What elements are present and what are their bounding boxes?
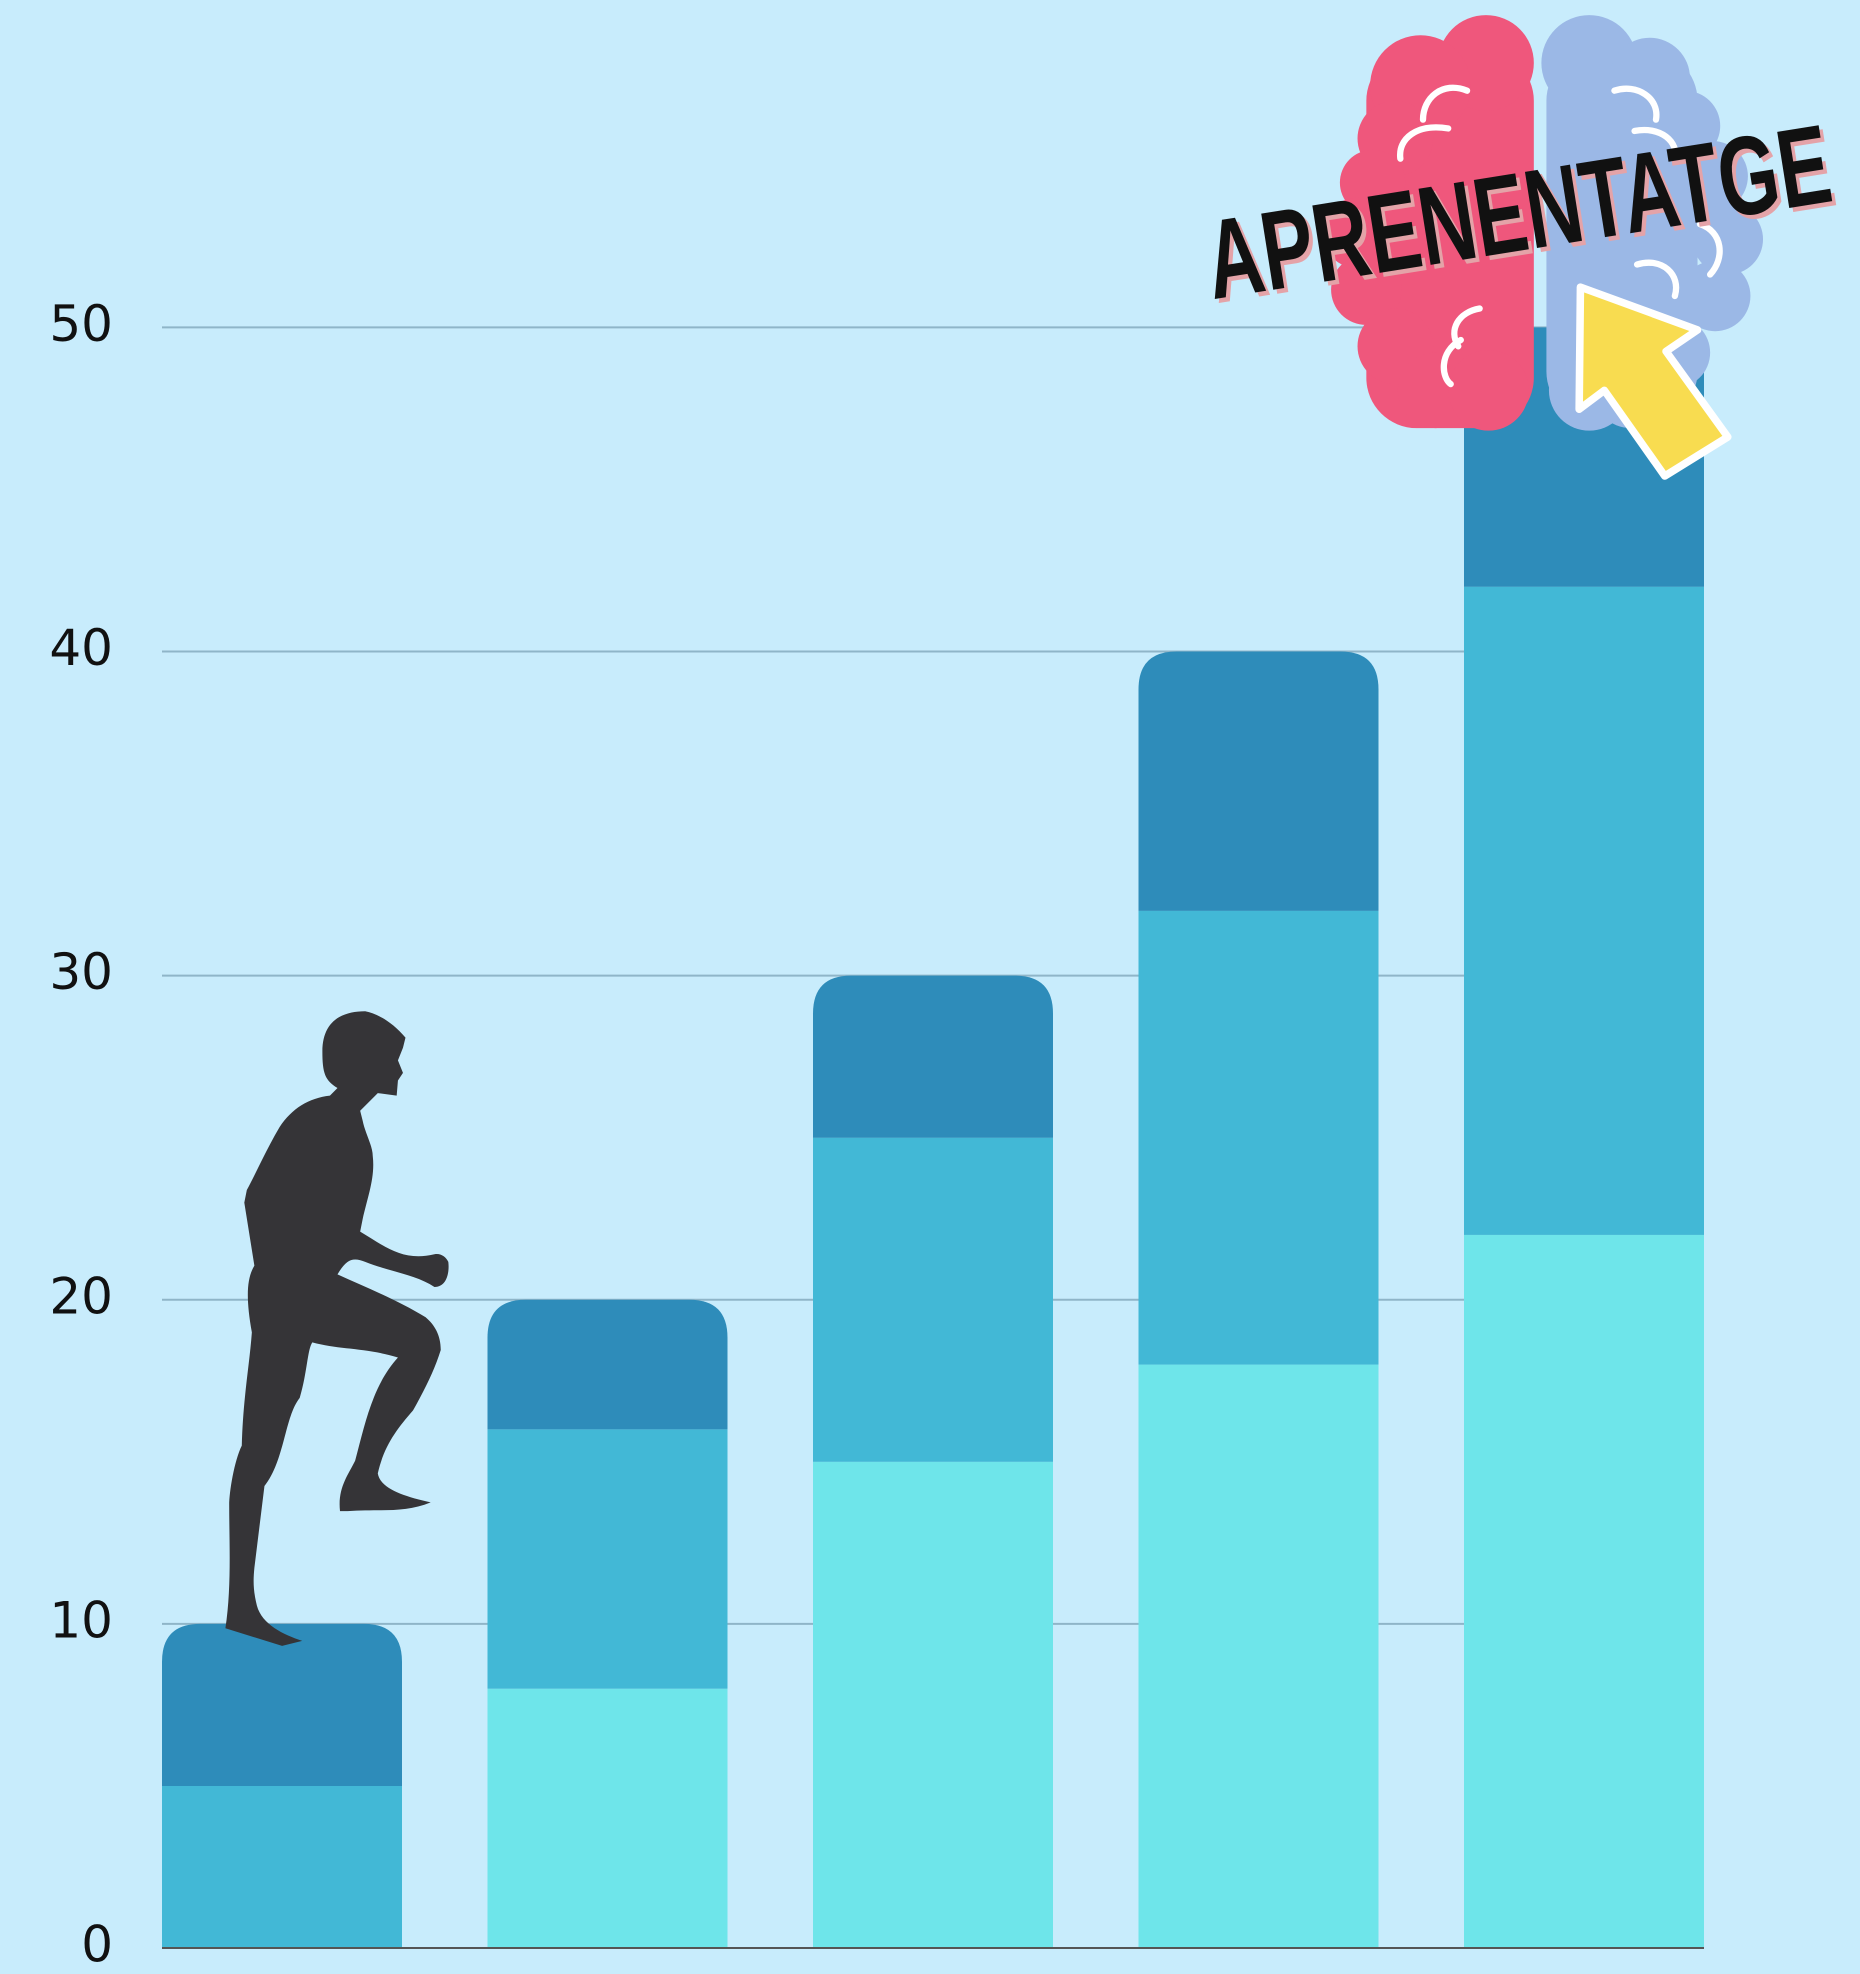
bar-segment [813,976,1053,1138]
bar-segment [488,1689,728,1948]
bar-segment [1139,1365,1379,1948]
bar-segment [813,1462,1053,1948]
y-tick-label: 20 [49,1267,113,1325]
y-tick-label: 10 [49,1591,113,1649]
bar-segment [813,1138,1053,1462]
y-tick-label: 30 [49,943,113,1001]
y-tick-label: 50 [49,295,113,353]
bar-segment [1139,652,1379,911]
y-tick-label: 40 [49,619,113,677]
y-tick-label: 0 [81,1916,113,1974]
bar-segment [162,1786,402,1948]
bar-segment [1139,911,1379,1365]
chart: APRENENTATGE APRENENTATGE 01020304050 [0,0,1860,1974]
bar-segment [162,1624,402,1786]
bar-segment [1464,587,1704,1235]
bar-segment [1464,1235,1704,1948]
bar-segment [488,1300,728,1430]
bar-segment [488,1429,728,1688]
